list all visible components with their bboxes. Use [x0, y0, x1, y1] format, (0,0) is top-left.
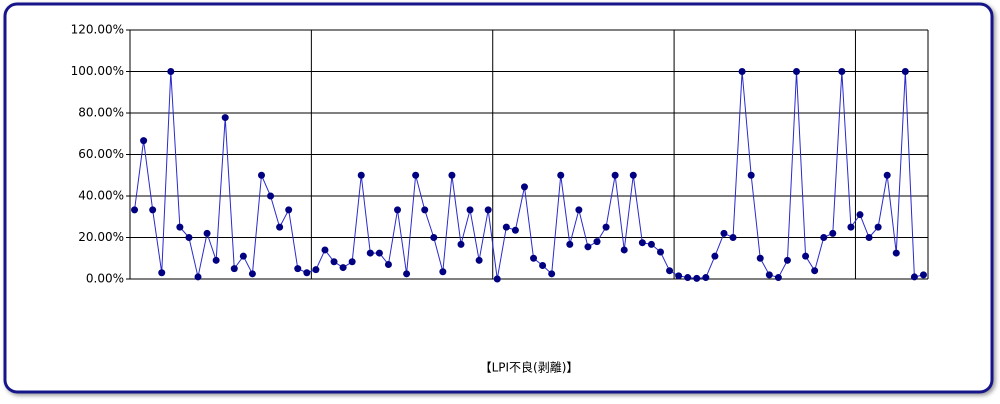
- data-point: [584, 243, 592, 251]
- data-point: [276, 223, 284, 231]
- data-point: [774, 274, 782, 282]
- data-point: [593, 238, 601, 246]
- x-axis-title: 【LPI不良(剥離)】: [480, 360, 579, 375]
- data-point: [466, 206, 474, 214]
- data-point: [811, 267, 819, 275]
- data-point: [303, 269, 311, 277]
- data-point: [285, 206, 293, 214]
- data-point: [140, 137, 148, 145]
- data-point: [656, 248, 664, 256]
- y-tick-label: 120.00%: [71, 23, 124, 37]
- data-point: [267, 192, 275, 200]
- data-point: [530, 254, 538, 262]
- data-point: [520, 183, 528, 191]
- data-point: [729, 234, 737, 241]
- data-point: [611, 171, 619, 179]
- y-tick-label: 0.00%: [86, 272, 124, 286]
- data-point: [620, 246, 628, 254]
- data-point: [566, 240, 574, 248]
- data-point: [339, 264, 347, 272]
- data-point: [230, 265, 238, 273]
- data-point: [185, 234, 193, 241]
- data-point: [856, 211, 864, 219]
- data-point: [203, 229, 211, 237]
- data-point: [539, 262, 547, 270]
- data-point: [312, 266, 320, 274]
- data-point: [874, 223, 882, 231]
- data-point: [820, 234, 828, 241]
- data-point: [357, 171, 365, 179]
- data-point: [149, 206, 157, 214]
- data-point: [248, 270, 256, 278]
- data-point: [684, 274, 692, 282]
- data-point: [765, 271, 773, 279]
- data-point: [747, 171, 755, 179]
- data-point: [475, 256, 483, 264]
- data-point: [212, 256, 220, 264]
- data-point: [439, 268, 447, 276]
- data-point: [783, 256, 791, 264]
- y-tick-label: 100.00%: [71, 64, 124, 78]
- data-point: [366, 249, 374, 257]
- data-point: [457, 240, 465, 248]
- data-point: [666, 267, 674, 275]
- data-point: [384, 260, 392, 268]
- data-point: [738, 68, 746, 75]
- data-point: [883, 171, 891, 179]
- data-point: [511, 226, 519, 234]
- data-point: [629, 171, 637, 179]
- data-point: [502, 223, 510, 231]
- data-point: [838, 68, 846, 75]
- data-point: [131, 206, 139, 214]
- data-point: [403, 270, 411, 278]
- data-point: [493, 275, 501, 283]
- data-point: [158, 269, 166, 277]
- data-point: [647, 240, 655, 248]
- series-line: [134, 71, 924, 280]
- data-point: [602, 223, 610, 231]
- data-point: [702, 274, 710, 282]
- data-point: [919, 271, 927, 279]
- data-point: [421, 206, 429, 214]
- data-point: [720, 229, 728, 237]
- data-point: [548, 270, 556, 278]
- data-point: [167, 68, 175, 75]
- data-point: [793, 68, 801, 75]
- data-point: [330, 258, 338, 266]
- frame: [3, 2, 994, 394]
- data-point: [257, 171, 265, 179]
- data-point: [892, 249, 900, 257]
- data-point: [294, 265, 302, 273]
- data-point: [901, 68, 909, 75]
- data-point: [557, 171, 565, 179]
- data-point: [829, 229, 837, 237]
- data-point: [394, 206, 402, 214]
- data-point: [430, 234, 438, 241]
- data-point: [375, 249, 383, 257]
- data-point: [321, 246, 329, 254]
- data-point: [176, 223, 184, 231]
- data-point: [675, 272, 683, 280]
- data-point: [711, 252, 719, 260]
- data-point: [221, 114, 229, 122]
- data-point: [348, 258, 356, 266]
- data-point: [638, 239, 646, 247]
- data-point: [448, 171, 456, 179]
- data-point: [194, 273, 202, 281]
- data-point: [847, 223, 855, 231]
- y-tick-label: 40.00%: [78, 189, 124, 203]
- data-point: [412, 171, 420, 179]
- data-point: [802, 252, 810, 260]
- data-point: [575, 206, 583, 214]
- y-tick-label: 80.00%: [78, 106, 124, 120]
- data-point: [756, 254, 764, 262]
- data-point: [910, 273, 918, 281]
- data-point: [239, 252, 247, 260]
- data-point: [484, 206, 492, 214]
- data-point: [693, 274, 701, 282]
- data-point: [865, 234, 873, 241]
- y-tick-label: 20.00%: [78, 230, 124, 244]
- y-tick-label: 60.00%: [78, 147, 124, 161]
